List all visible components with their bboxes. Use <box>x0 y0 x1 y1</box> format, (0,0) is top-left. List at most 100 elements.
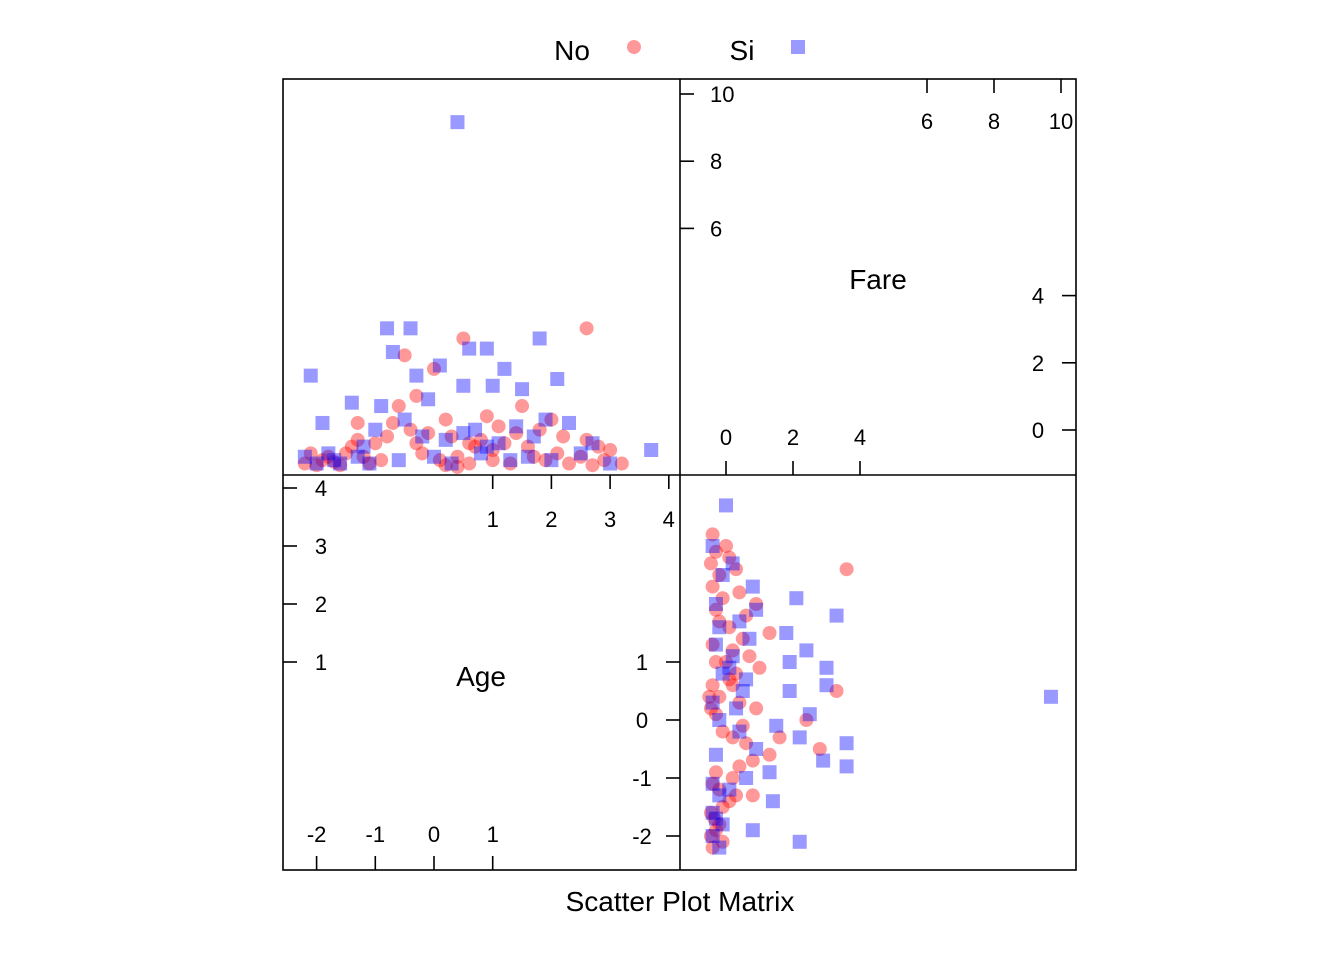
point-si-tl-24 <box>444 456 459 471</box>
age-tick-label-bottom-1: 1 <box>487 822 499 847</box>
point-no-tl-36 <box>509 426 524 441</box>
point-si-tl-41 <box>544 453 559 468</box>
point-si-tl-34 <box>503 453 518 468</box>
point-no-tl-18 <box>403 422 418 437</box>
point-si-br-2 <box>705 829 720 843</box>
variable-label-age: Age <box>456 661 506 692</box>
point-no-br-57 <box>702 689 717 704</box>
point-no-br-56 <box>745 788 760 803</box>
point-no-br-53 <box>839 562 854 577</box>
point-no-tl-42 <box>544 412 559 427</box>
point-no-br-46 <box>712 568 727 582</box>
fare-tick-label-bottom-0: 0 <box>720 425 732 450</box>
point-no-tl-13 <box>374 453 389 468</box>
fare-tick-label-top-10: 10 <box>1049 109 1073 134</box>
point-si-br-20 <box>769 718 784 733</box>
point-no-br-14 <box>732 759 747 774</box>
point-no-tl-25 <box>444 429 459 444</box>
point-no-tl-43 <box>550 446 565 461</box>
point-no-br-30 <box>729 666 744 681</box>
point-no-tl-44 <box>556 429 571 444</box>
point-si-tl-43 <box>562 415 577 430</box>
point-no-tl-37 <box>515 399 530 414</box>
point-si-br-30 <box>819 660 834 675</box>
age-tick-label-left-1: 1 <box>315 650 327 675</box>
point-no-tl-46 <box>573 449 588 464</box>
point-no-br-38 <box>722 620 737 635</box>
point-no-br-6 <box>703 805 718 820</box>
point-no-br-19 <box>725 730 740 745</box>
fare-tick-label-bottom-4: 4 <box>854 425 866 450</box>
point-no-tl-10 <box>356 449 371 464</box>
point-no-tl-3 <box>315 453 330 468</box>
point-si-tl-42 <box>550 372 565 387</box>
point-no-br-49 <box>722 550 737 565</box>
point-si-br-47 <box>719 498 733 513</box>
point-no-br-9 <box>729 788 744 803</box>
point-si-tl-3 <box>315 415 330 430</box>
point-no-tl-45 <box>562 456 577 471</box>
point-no-tl-31 <box>479 409 494 424</box>
point-no-tl-28 <box>462 456 477 471</box>
point-no-tl-41 <box>538 453 553 468</box>
age-tick-label-right-1: 1 <box>636 650 648 675</box>
point-no-br-11 <box>705 776 720 791</box>
point-si-br-21 <box>712 713 727 727</box>
point-si-br-29 <box>715 666 730 681</box>
point-si-br-37 <box>712 620 727 635</box>
point-no-br-54 <box>772 730 787 745</box>
point-no-br-55 <box>703 701 718 716</box>
x-axis-label: Scatter Plot Matrix <box>566 886 795 917</box>
point-no-tl-6 <box>333 458 348 473</box>
point-si-br-18 <box>792 730 807 745</box>
age-tick-label-right--1: -1 <box>632 766 652 791</box>
point-no-tl-57 <box>450 459 465 474</box>
point-no-br-28 <box>705 678 720 693</box>
fare-tick-label-right-0: 0 <box>1032 418 1044 443</box>
point-si-tl-23 <box>438 432 453 447</box>
point-no-br-20 <box>715 724 730 739</box>
age-tick-label-left-3: 3 <box>315 534 327 559</box>
point-si-tl-22 <box>432 358 447 373</box>
legend: No Si <box>554 35 805 66</box>
point-no-tl-2 <box>309 458 324 473</box>
point-si-tl-38 <box>526 429 541 444</box>
point-no-br-22 <box>799 713 814 727</box>
point-si-br-42 <box>789 591 804 606</box>
point-no-tl-53 <box>579 321 594 336</box>
point-no-br-1 <box>715 834 730 849</box>
point-si-tl-27 <box>462 341 477 356</box>
point-si-br-11 <box>739 771 754 785</box>
point-si-br-41 <box>708 597 723 611</box>
point-si-tl-14 <box>385 344 400 359</box>
point-no-tl-32 <box>485 453 500 468</box>
point-si-tl-25 <box>450 115 465 130</box>
legend-label-si: Si <box>730 35 755 66</box>
point-no-tl-0 <box>297 456 312 471</box>
point-si-tl-2 <box>309 456 324 471</box>
point-no-br-27 <box>829 684 844 698</box>
point-no-tl-55 <box>438 458 453 473</box>
point-si-tl-4 <box>321 446 336 461</box>
point-no-tl-29 <box>468 439 483 454</box>
point-no-tl-40 <box>532 422 547 437</box>
point-no-tl-33 <box>491 419 506 434</box>
point-si-tl-8 <box>350 449 365 464</box>
point-no-br-39 <box>712 614 727 629</box>
point-no-tl-8 <box>344 439 359 454</box>
point-si-br-13 <box>839 759 854 774</box>
point-si-tl-32 <box>491 436 506 451</box>
point-si-tl-26 <box>456 378 471 393</box>
age-tick-label-top-4: 4 <box>663 507 675 532</box>
point-si-br-48 <box>735 684 750 698</box>
legend-label-no: No <box>554 35 590 66</box>
point-no-tl-22 <box>427 361 441 376</box>
point-si-tl-46 <box>603 456 618 471</box>
point-si-tl-31 <box>485 378 500 393</box>
point-no-br-31 <box>752 660 767 675</box>
point-si-tl-0 <box>297 449 312 464</box>
age-tick-label-right-0: 0 <box>636 708 648 733</box>
point-no-br-35 <box>705 637 720 652</box>
point-si-br-25 <box>1043 689 1058 704</box>
